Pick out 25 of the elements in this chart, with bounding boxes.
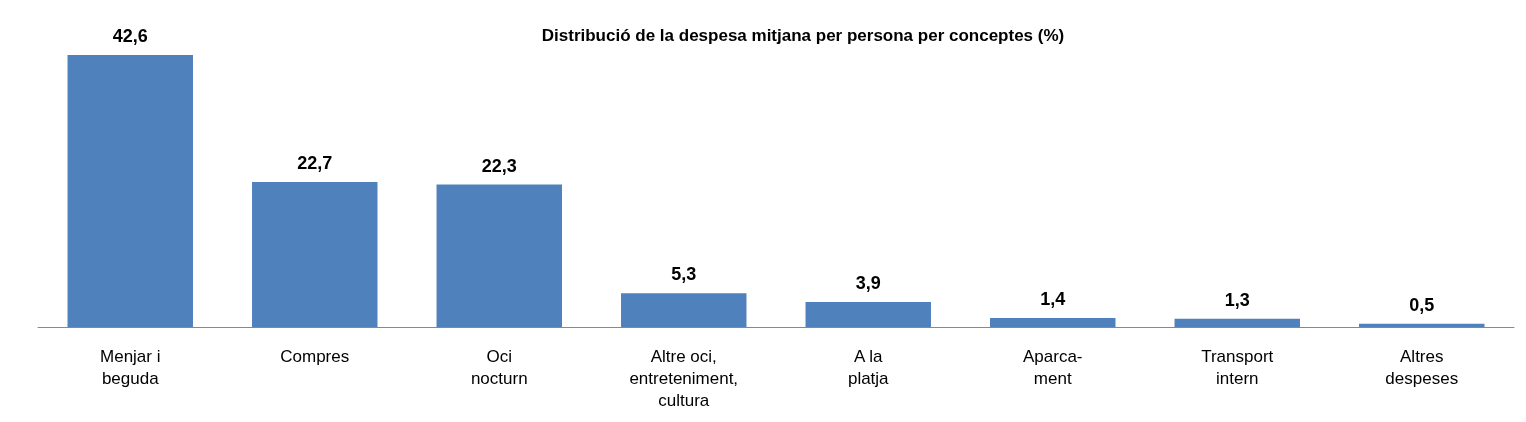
bar — [436, 184, 562, 327]
x-tick-label: Compres — [280, 346, 350, 366]
bar — [621, 293, 747, 327]
x-tick-label: Oci nocturn — [470, 346, 528, 388]
bar — [990, 318, 1116, 327]
data-label: 22,3 — [481, 155, 517, 176]
data-label: 3,9 — [855, 273, 881, 294]
data-label: 42,6 — [112, 26, 148, 46]
bar — [1174, 318, 1300, 327]
bar — [1359, 323, 1485, 327]
x-tick-label: Transport intern — [1201, 346, 1274, 388]
bar — [67, 55, 193, 327]
bar — [252, 182, 378, 327]
data-label: 5,3 — [671, 264, 697, 285]
data-label: 0,5 — [1409, 294, 1435, 315]
data-label: 1,3 — [1224, 289, 1250, 310]
chart-title: Distribució de la despesa mitjana per persona per conceptes (%) — [541, 26, 1065, 45]
x-tick-label: A la platja — [847, 346, 890, 388]
x-tick-label: Altres despeses — [1385, 346, 1459, 388]
bar — [805, 302, 931, 327]
x-tick-label: Altre oci, entreteniment, cultura — [629, 346, 739, 410]
data-label: 1,4 — [1040, 289, 1066, 310]
x-tick-label: Menjar i beguda — [100, 346, 161, 388]
data-label: 22,7 — [297, 153, 333, 174]
x-tick-label: Aparca- ment — [1022, 346, 1083, 388]
